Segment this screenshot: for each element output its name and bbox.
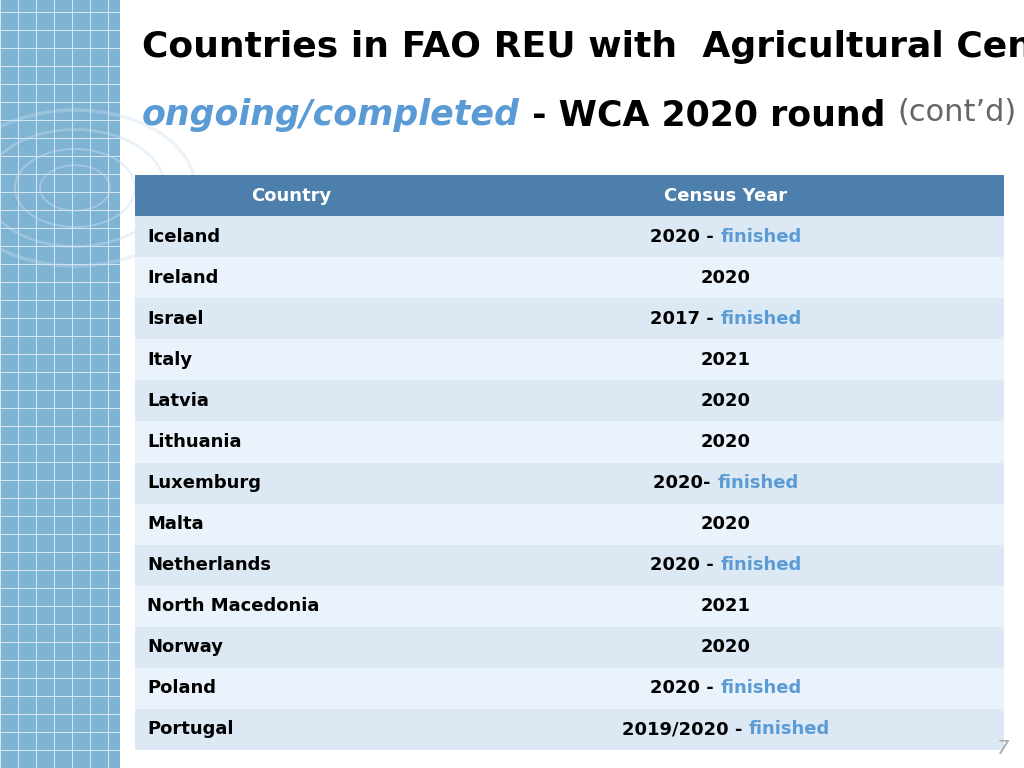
Text: Italy: Italy	[147, 351, 193, 369]
Text: Netherlands: Netherlands	[147, 556, 271, 574]
FancyBboxPatch shape	[135, 175, 447, 216]
Text: ongoing/completed: ongoing/completed	[142, 98, 520, 132]
Text: 2021: 2021	[700, 351, 751, 369]
Text: finished: finished	[720, 227, 802, 246]
FancyBboxPatch shape	[447, 339, 1004, 380]
FancyBboxPatch shape	[135, 627, 447, 668]
Text: Poland: Poland	[147, 680, 216, 697]
FancyBboxPatch shape	[135, 339, 447, 380]
Text: finished: finished	[720, 680, 802, 697]
Text: 2020 -: 2020 -	[650, 227, 720, 246]
FancyBboxPatch shape	[447, 545, 1004, 586]
Text: finished: finished	[720, 310, 802, 328]
FancyBboxPatch shape	[447, 462, 1004, 504]
Text: Malta: Malta	[147, 515, 204, 533]
FancyBboxPatch shape	[135, 216, 447, 257]
Text: 2020: 2020	[700, 515, 751, 533]
FancyBboxPatch shape	[135, 257, 447, 298]
Text: 2020: 2020	[700, 392, 751, 410]
FancyBboxPatch shape	[135, 380, 447, 422]
Text: Israel: Israel	[147, 310, 204, 328]
FancyBboxPatch shape	[0, 0, 120, 768]
FancyBboxPatch shape	[447, 216, 1004, 257]
FancyBboxPatch shape	[447, 627, 1004, 668]
Text: Norway: Norway	[147, 638, 223, 657]
FancyBboxPatch shape	[135, 462, 447, 504]
Text: - WCA 2020 round: - WCA 2020 round	[520, 98, 897, 132]
Text: finished: finished	[749, 720, 829, 739]
Text: finished: finished	[717, 474, 799, 492]
FancyBboxPatch shape	[135, 298, 447, 339]
Text: North Macedonia: North Macedonia	[147, 598, 319, 615]
Text: Country: Country	[251, 187, 332, 204]
Text: 2017 -: 2017 -	[650, 310, 720, 328]
Text: 2020 -: 2020 -	[650, 680, 720, 697]
FancyBboxPatch shape	[447, 709, 1004, 750]
Text: Luxemburg: Luxemburg	[147, 474, 261, 492]
Text: Lithuania: Lithuania	[147, 433, 242, 451]
Text: 2020-: 2020-	[653, 474, 717, 492]
FancyBboxPatch shape	[447, 422, 1004, 462]
Text: 2019/2020 -: 2019/2020 -	[622, 720, 749, 739]
Text: Census Year: Census Year	[665, 187, 787, 204]
Text: Portugal: Portugal	[147, 720, 233, 739]
Text: 2020 -: 2020 -	[650, 556, 720, 574]
FancyBboxPatch shape	[135, 422, 447, 462]
Text: finished: finished	[720, 556, 802, 574]
Text: Ireland: Ireland	[147, 269, 218, 286]
Text: 2021: 2021	[700, 598, 751, 615]
FancyBboxPatch shape	[135, 545, 447, 586]
FancyBboxPatch shape	[447, 586, 1004, 627]
FancyBboxPatch shape	[135, 504, 447, 545]
FancyBboxPatch shape	[447, 504, 1004, 545]
Text: 2020: 2020	[700, 433, 751, 451]
FancyBboxPatch shape	[447, 175, 1004, 216]
Text: 7: 7	[996, 739, 1009, 758]
FancyBboxPatch shape	[447, 298, 1004, 339]
Text: 2020: 2020	[700, 638, 751, 657]
FancyBboxPatch shape	[135, 709, 447, 750]
Text: (cont’d): (cont’d)	[897, 98, 1017, 127]
Text: Iceland: Iceland	[147, 227, 220, 246]
FancyBboxPatch shape	[447, 380, 1004, 422]
Text: 2020: 2020	[700, 269, 751, 286]
FancyBboxPatch shape	[135, 586, 447, 627]
Text: Latvia: Latvia	[147, 392, 209, 410]
FancyBboxPatch shape	[447, 257, 1004, 298]
FancyBboxPatch shape	[447, 668, 1004, 709]
FancyBboxPatch shape	[135, 668, 447, 709]
Text: Countries in FAO REU with  Agricultural Census: Countries in FAO REU with Agricultural C…	[142, 30, 1024, 64]
